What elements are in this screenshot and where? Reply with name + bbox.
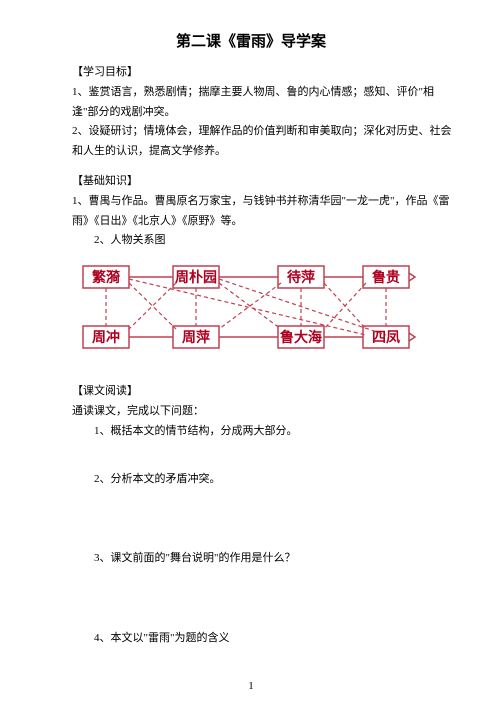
svg-text:周朴园: 周朴园 (175, 269, 217, 286)
svg-text:四凤: 四凤 (372, 330, 400, 346)
read-q1: 1、概括本文的情节结构，分成两大部分。 (94, 422, 452, 442)
page-title: 第二课《雷雨》导学案 (50, 28, 452, 55)
read-lead: 通读课文，完成以下问题： (72, 402, 452, 422)
basics-p2: 2、人物关系图 (94, 231, 452, 251)
svg-text:周萍: 周萍 (182, 329, 210, 346)
page-number: 1 (0, 677, 502, 697)
read-head: 【课文阅读】 (72, 382, 452, 402)
read-q3: 3、课文前面的"舞台说明"的作用是什么？ (94, 549, 452, 569)
basics-head: 【基础知识】 (72, 172, 452, 192)
svg-text:鲁贵: 鲁贵 (371, 269, 400, 286)
diagram-svg: 繁漪 周朴园 待萍 鲁贵周冲 周萍 鲁大海 四凤 (76, 259, 426, 354)
goals-p2: 2、设疑研讨；情境体会，理解作品的价值判断和审美取向；深化对历史、社会和人生的认… (72, 122, 452, 162)
read-q4: 4、本文以"雷雨"为题的含义 (94, 629, 452, 649)
svg-text:繁漪: 繁漪 (91, 269, 120, 286)
read-q2: 2、分析本文的矛盾冲突。 (94, 470, 452, 490)
relationship-diagram: 繁漪 周朴园 待萍 鲁贵周冲 周萍 鲁大海 四凤 (76, 259, 426, 354)
goals-p1: 1、鉴赏语言，熟悉剧情；揣摩主要人物周、鲁的内心情感；感知、评价"相逢"部分的戏… (72, 83, 452, 123)
svg-text:鲁大海: 鲁大海 (279, 329, 322, 346)
goals-head: 【学习目标】 (72, 63, 452, 83)
svg-text:待萍: 待萍 (287, 269, 315, 286)
basics-p1: 1、曹禺与作品。曹禺原名万家宝，与钱钟书并称清华园"一龙一虎"，作品《雷雨》《日… (72, 192, 452, 232)
svg-text:周冲: 周冲 (92, 329, 120, 346)
